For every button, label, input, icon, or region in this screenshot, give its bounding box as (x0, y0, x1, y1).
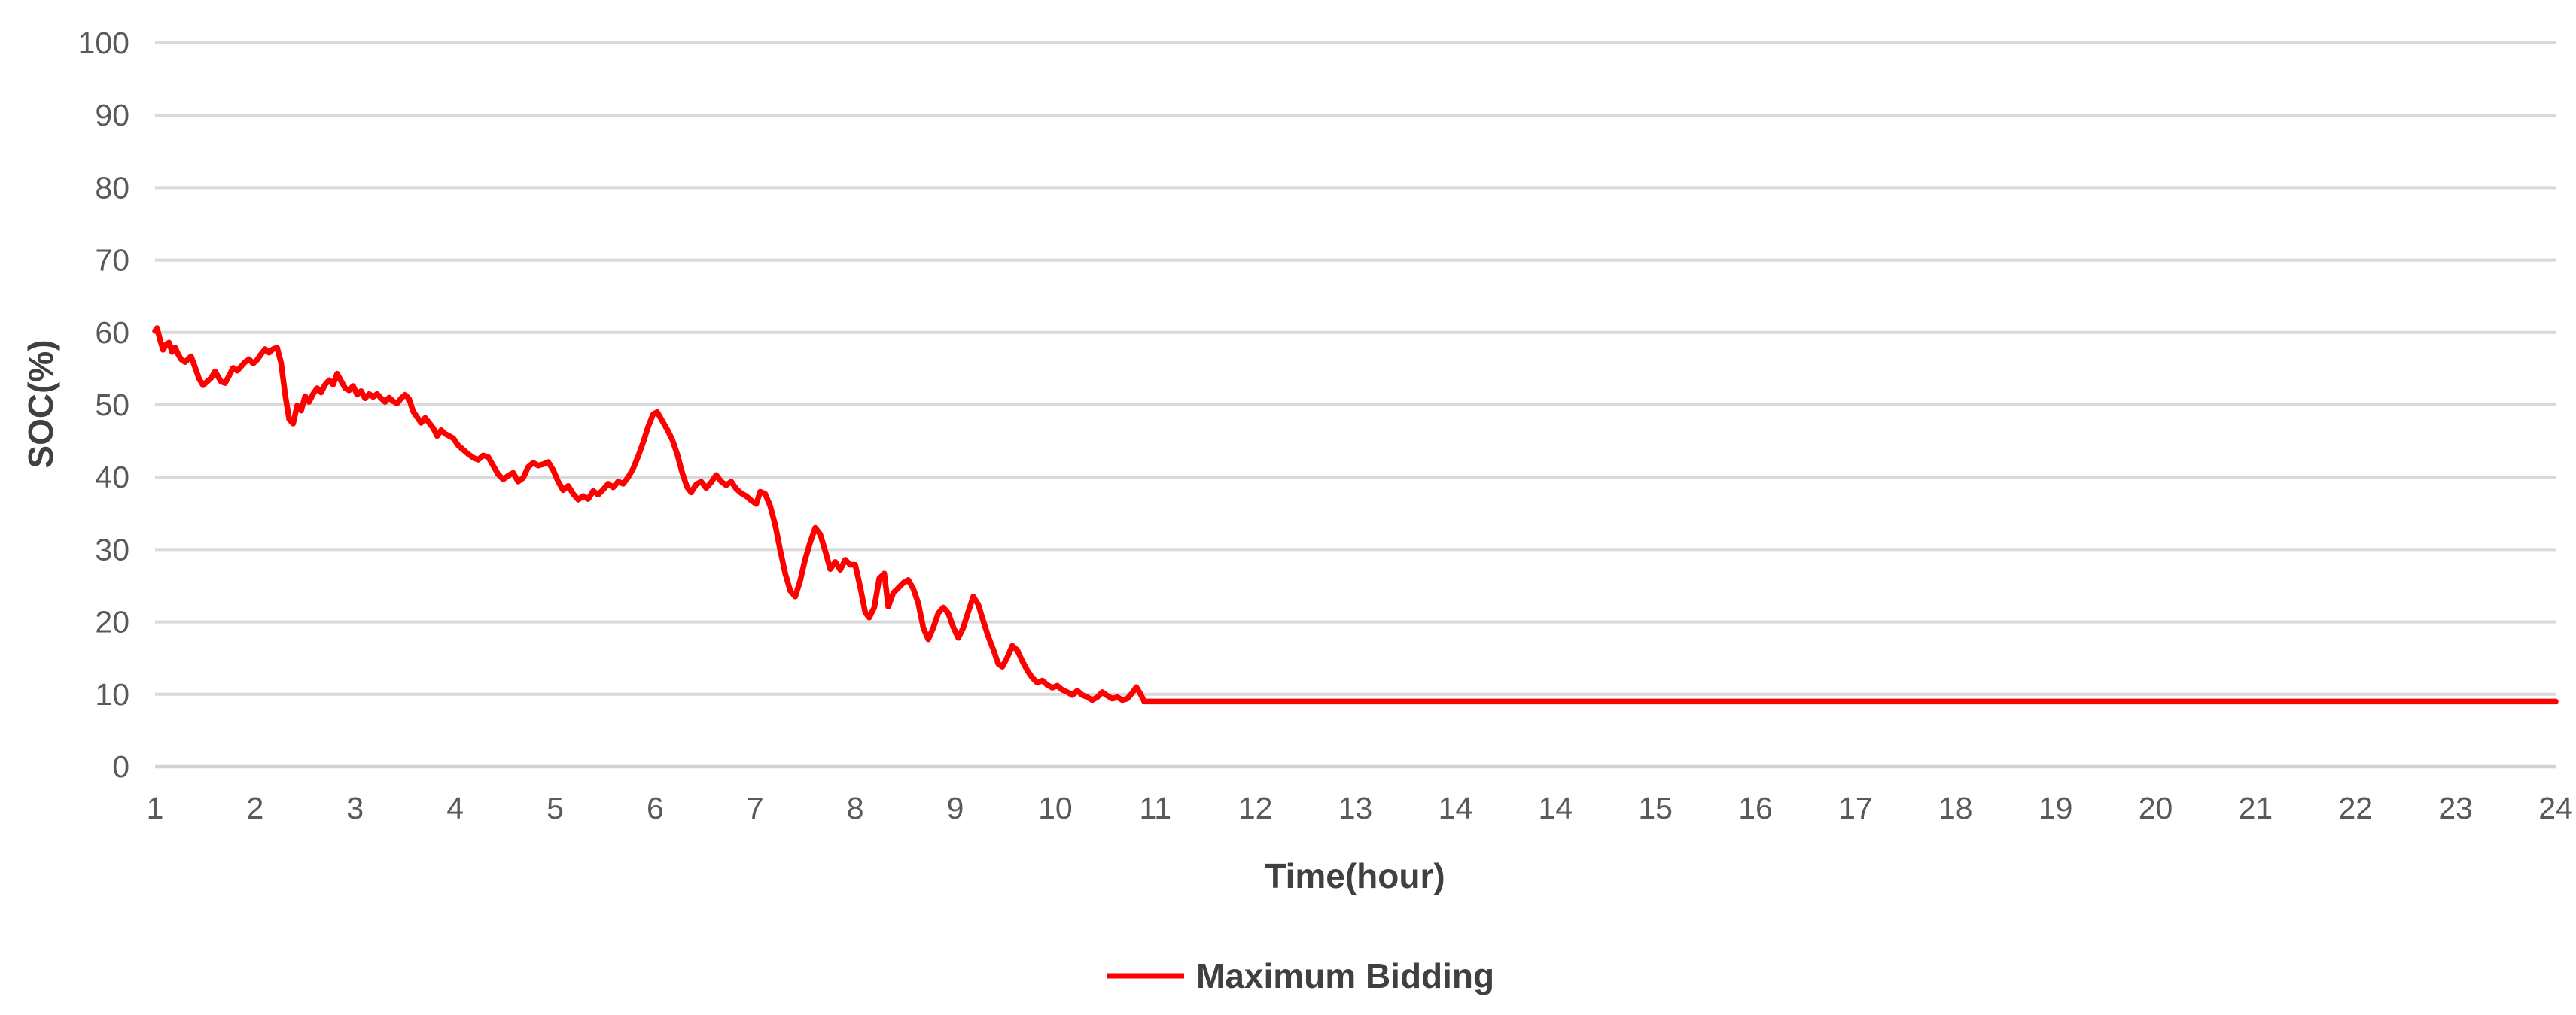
x-tick-label: 8 (847, 791, 864, 825)
x-tick-label: 16 (1738, 791, 1773, 825)
y-tick-label: 40 (95, 460, 129, 494)
x-tick-label: 2 (246, 791, 263, 825)
y-tick-label: 10 (95, 677, 129, 712)
y-axis-tick-labels: 0 10 20 30 40 50 60 70 80 90 100 (78, 26, 129, 784)
x-tick-label: 17 (1838, 791, 1873, 825)
x-axis-tick-labels: 1 2 3 4 5 6 7 8 9 10 11 12 13 14 14 15 16 17 18 19 20 21 22 23 2… (147, 791, 2573, 825)
y-tick-label: 80 (95, 170, 129, 205)
x-tick-label: 9 (947, 791, 964, 825)
x-axis-title: Time(hour) (1265, 856, 1445, 895)
y-tick-label: 60 (95, 315, 129, 350)
gridlines (155, 41, 2556, 696)
y-tick-label: 50 (95, 387, 129, 422)
y-axis-title: SOC(%) (21, 339, 60, 468)
x-tick-label: 21 (2239, 791, 2273, 825)
x-tick-label: 15 (1638, 791, 1673, 825)
x-tick-label: 14 (1538, 791, 1573, 825)
x-tick-label: 10 (1038, 791, 1073, 825)
x-tick-label: 22 (2338, 791, 2373, 825)
x-tick-label: 24 (2538, 791, 2573, 825)
x-tick-label: 18 (1938, 791, 1973, 825)
x-tick-label: 20 (2139, 791, 2173, 825)
legend: Maximum Bidding (1107, 956, 1494, 995)
y-tick-label: 90 (95, 98, 129, 132)
y-tick-label: 0 (112, 749, 129, 784)
x-tick-label: 3 (346, 791, 364, 825)
x-tick-label: 13 (1338, 791, 1373, 825)
x-tick-label: 1 (147, 791, 164, 825)
y-tick-label: 70 (95, 243, 129, 278)
x-tick-label: 7 (747, 791, 764, 825)
y-tick-label: 20 (95, 605, 129, 640)
x-tick-label: 11 (1139, 791, 1171, 825)
legend-label: Maximum Bidding (1196, 956, 1494, 995)
x-tick-label: 5 (547, 791, 564, 825)
y-tick-label: 30 (95, 532, 129, 567)
x-tick-label: 6 (647, 791, 664, 825)
x-tick-label: 12 (1238, 791, 1273, 825)
x-tick-label: 14 (1439, 791, 1473, 825)
y-tick-label: 100 (78, 26, 129, 60)
x-tick-label: 4 (446, 791, 464, 825)
maximum-bidding-line (152, 325, 2559, 705)
x-tick-label: 23 (2438, 791, 2473, 825)
x-tick-label: 19 (2039, 791, 2073, 825)
